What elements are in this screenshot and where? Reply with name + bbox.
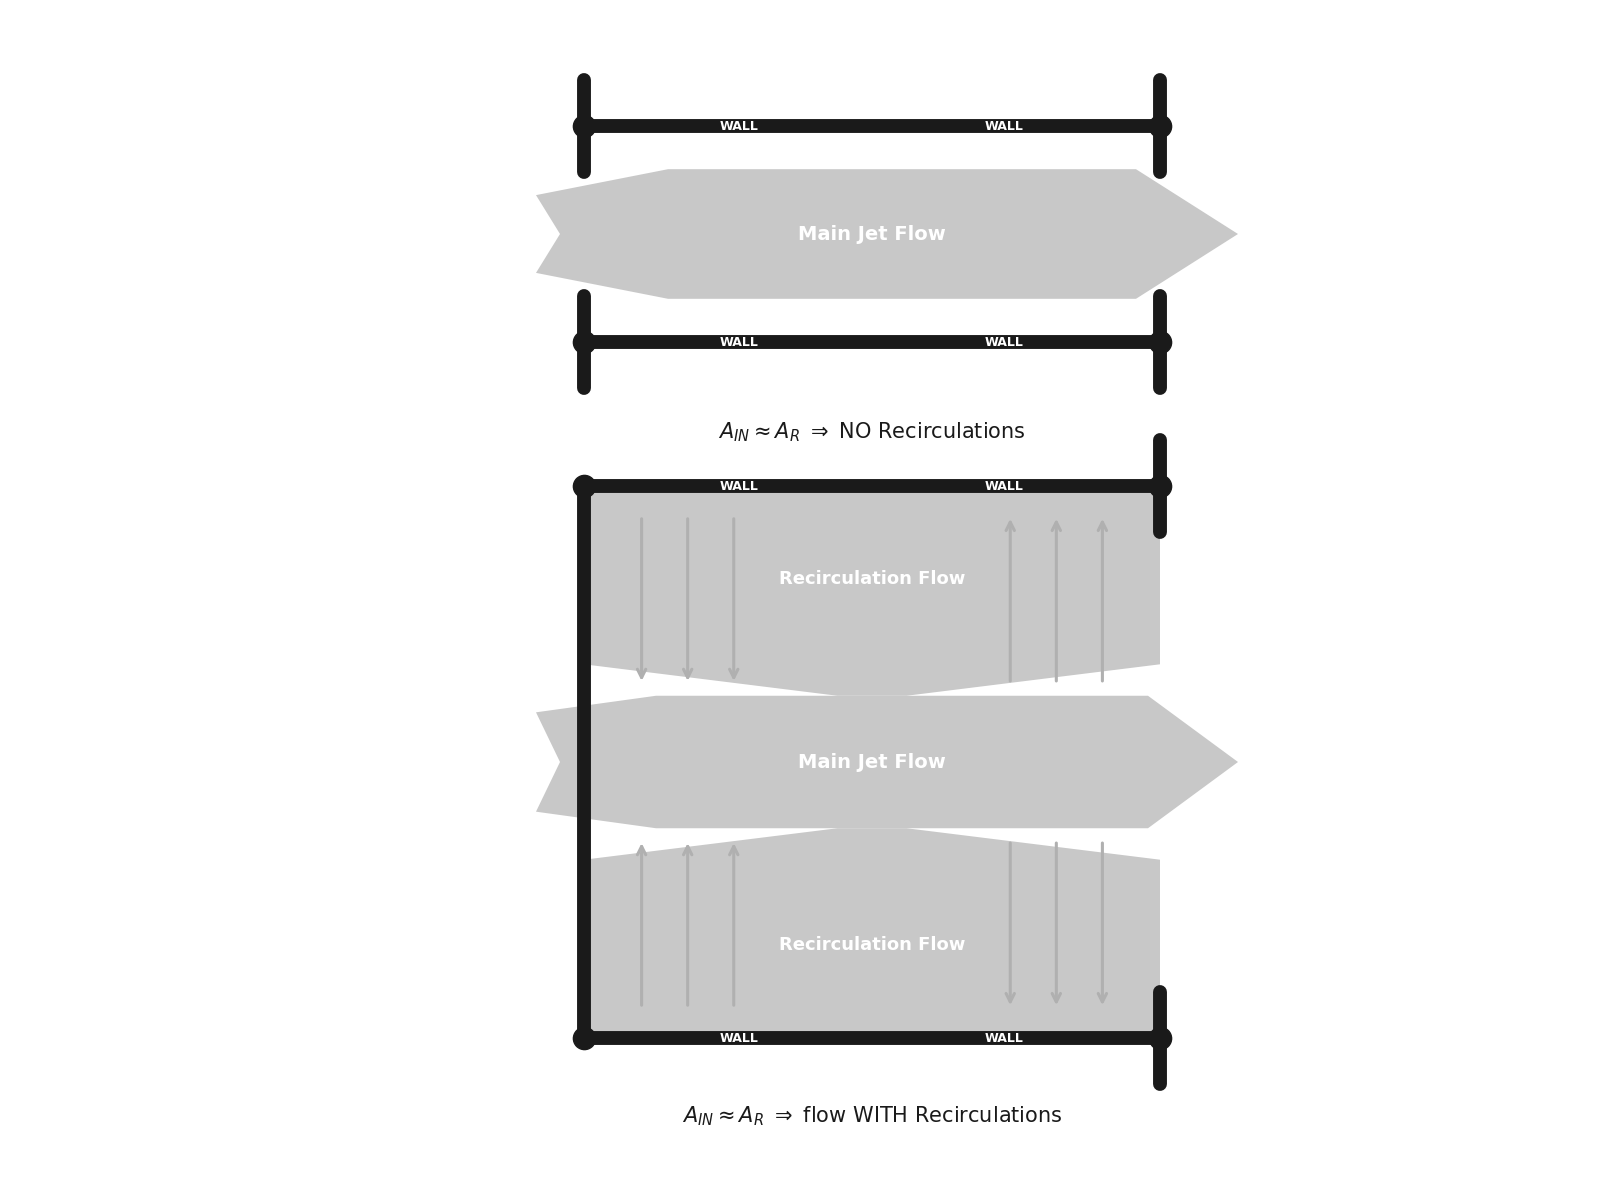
Text: WALL: WALL <box>986 336 1024 348</box>
Polygon shape <box>584 486 1160 696</box>
Text: Main Jet Flow: Main Jet Flow <box>798 224 946 244</box>
Polygon shape <box>536 169 1238 299</box>
Text: WALL: WALL <box>720 1032 758 1044</box>
Text: Recirculation Flow: Recirculation Flow <box>779 570 965 588</box>
Text: Recirculation Flow: Recirculation Flow <box>779 936 965 954</box>
Polygon shape <box>584 828 1160 1038</box>
Text: WALL: WALL <box>986 1032 1024 1044</box>
Text: $\mathit{A}_{IN}$$\approx$$A_R$ $\Rightarrow$ NO Recirculations: $\mathit{A}_{IN}$$\approx$$A_R$ $\Righta… <box>718 420 1026 444</box>
Text: WALL: WALL <box>986 480 1024 492</box>
Text: WALL: WALL <box>720 120 758 132</box>
Text: WALL: WALL <box>986 120 1024 132</box>
Text: $\mathit{A}_{IN}$$\approx$$A_R$ $\Rightarrow$ flow WITH Recirculations: $\mathit{A}_{IN}$$\approx$$A_R$ $\Righta… <box>682 1104 1062 1128</box>
Text: WALL: WALL <box>720 336 758 348</box>
Text: WALL: WALL <box>720 480 758 492</box>
Text: Main Jet Flow: Main Jet Flow <box>798 752 946 772</box>
Polygon shape <box>536 696 1238 828</box>
